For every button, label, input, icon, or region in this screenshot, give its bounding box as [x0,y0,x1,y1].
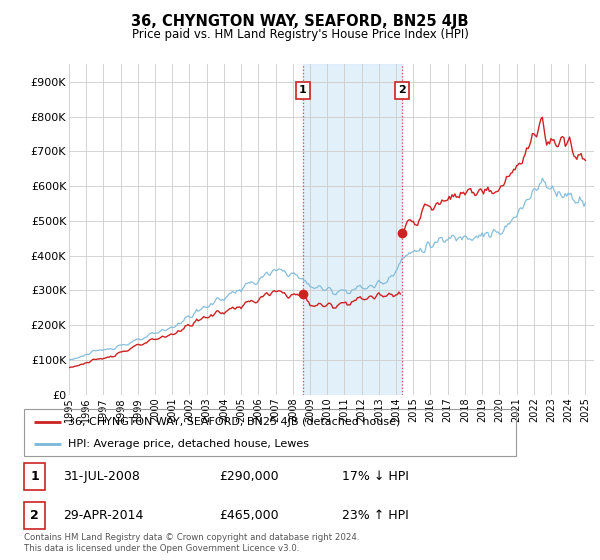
FancyBboxPatch shape [24,502,45,529]
Text: 29-APR-2014: 29-APR-2014 [63,508,143,522]
FancyBboxPatch shape [24,464,45,490]
Text: 31-JUL-2008: 31-JUL-2008 [63,470,140,483]
Bar [303,64,402,395]
Text: 36, CHYNGTON WAY, SEAFORD, BN25 4JB: 36, CHYNGTON WAY, SEAFORD, BN25 4JB [131,14,469,29]
Text: 23% ↑ HPI: 23% ↑ HPI [342,508,409,522]
Text: £465,000: £465,000 [220,508,279,522]
Text: 1: 1 [299,86,307,96]
Text: 2: 2 [30,508,39,522]
Text: 17% ↓ HPI: 17% ↓ HPI [342,470,409,483]
Text: 2: 2 [398,86,406,96]
Text: HPI: Average price, detached house, Lewes: HPI: Average price, detached house, Lewe… [68,438,309,449]
Text: £290,000: £290,000 [220,470,279,483]
Text: 1: 1 [30,470,39,483]
Text: Contains HM Land Registry data © Crown copyright and database right 2024.
This d: Contains HM Land Registry data © Crown c… [24,533,359,553]
Text: 36, CHYNGTON WAY, SEAFORD, BN25 4JB (detached house): 36, CHYNGTON WAY, SEAFORD, BN25 4JB (det… [68,417,401,427]
Text: Price paid vs. HM Land Registry's House Price Index (HPI): Price paid vs. HM Land Registry's House … [131,28,469,41]
